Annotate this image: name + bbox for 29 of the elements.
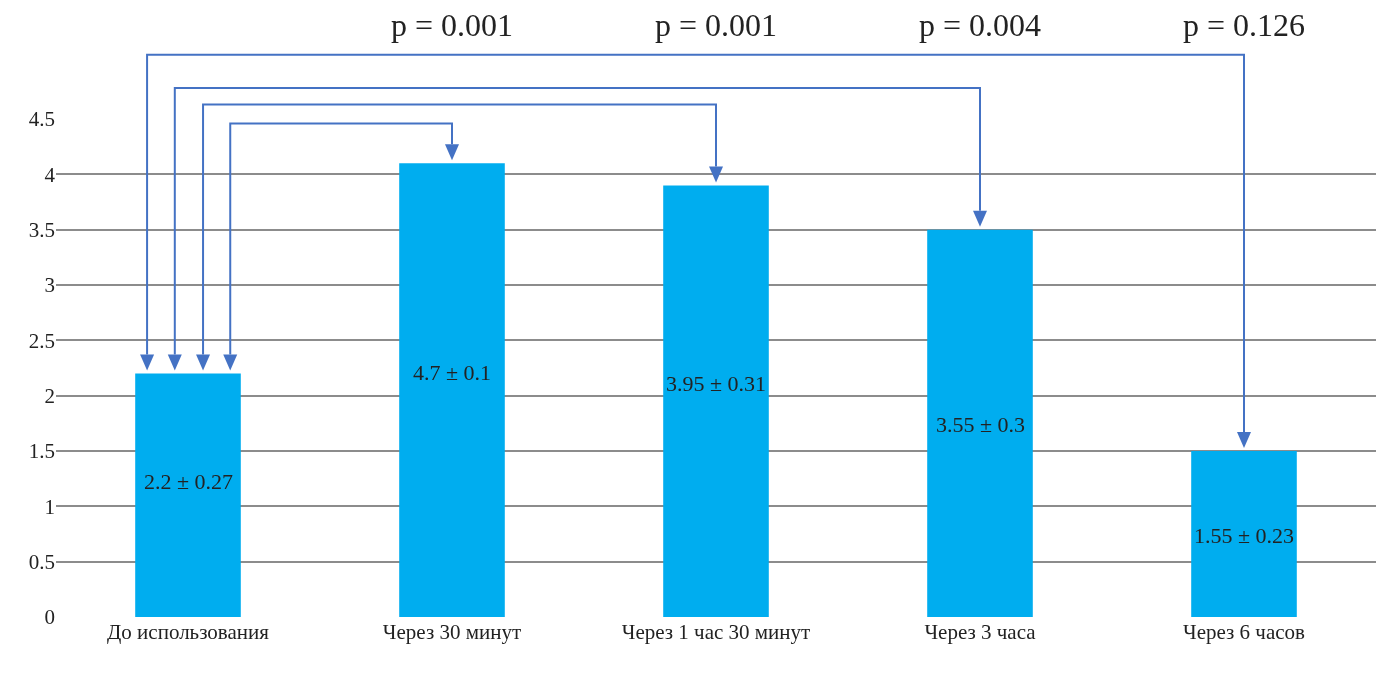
x-tick-label: Через 30 минут: [382, 620, 522, 644]
annotation: 4.7 ± 0.1: [413, 360, 492, 385]
x-tick-label: Через 6 часов: [1183, 620, 1306, 644]
bar: [1191, 451, 1297, 617]
bar: [663, 185, 769, 617]
annotation: 1.55 ± 0.23: [1194, 523, 1295, 548]
y-tick-label: 0.5: [28, 550, 55, 575]
y-tick-label: 1: [44, 494, 55, 519]
text: p = 0.004: [919, 7, 1042, 43]
text: p = 0.126: [1183, 7, 1306, 43]
bar: [927, 229, 1033, 617]
y-tick-label: 2.5: [28, 328, 55, 353]
x-tick-label: До использования: [107, 620, 270, 644]
text: p = 0.001: [655, 7, 778, 43]
x-tick-label: Через 3 часа: [924, 620, 1037, 644]
annotation: 3.95 ± 0.31: [666, 371, 767, 396]
y-tick-label: 1.5: [28, 439, 55, 464]
annotation: 2.2 ± 0.27: [144, 469, 234, 494]
y-tick-label: 4.5: [28, 107, 55, 132]
y-tick-label: 0: [44, 605, 55, 630]
y-tick-label: 4: [44, 162, 56, 187]
bar: [399, 163, 505, 617]
y-tick-label: 3.5: [28, 218, 55, 243]
x-tick-label: Через 1 час 30 минут: [621, 620, 811, 644]
bar: [135, 373, 241, 617]
y-tick-label: 2: [44, 384, 55, 409]
y-tick-label: 3: [44, 273, 55, 298]
annotation: 3.55 ± 0.3: [936, 412, 1026, 437]
text: p = 0.001: [391, 7, 514, 43]
